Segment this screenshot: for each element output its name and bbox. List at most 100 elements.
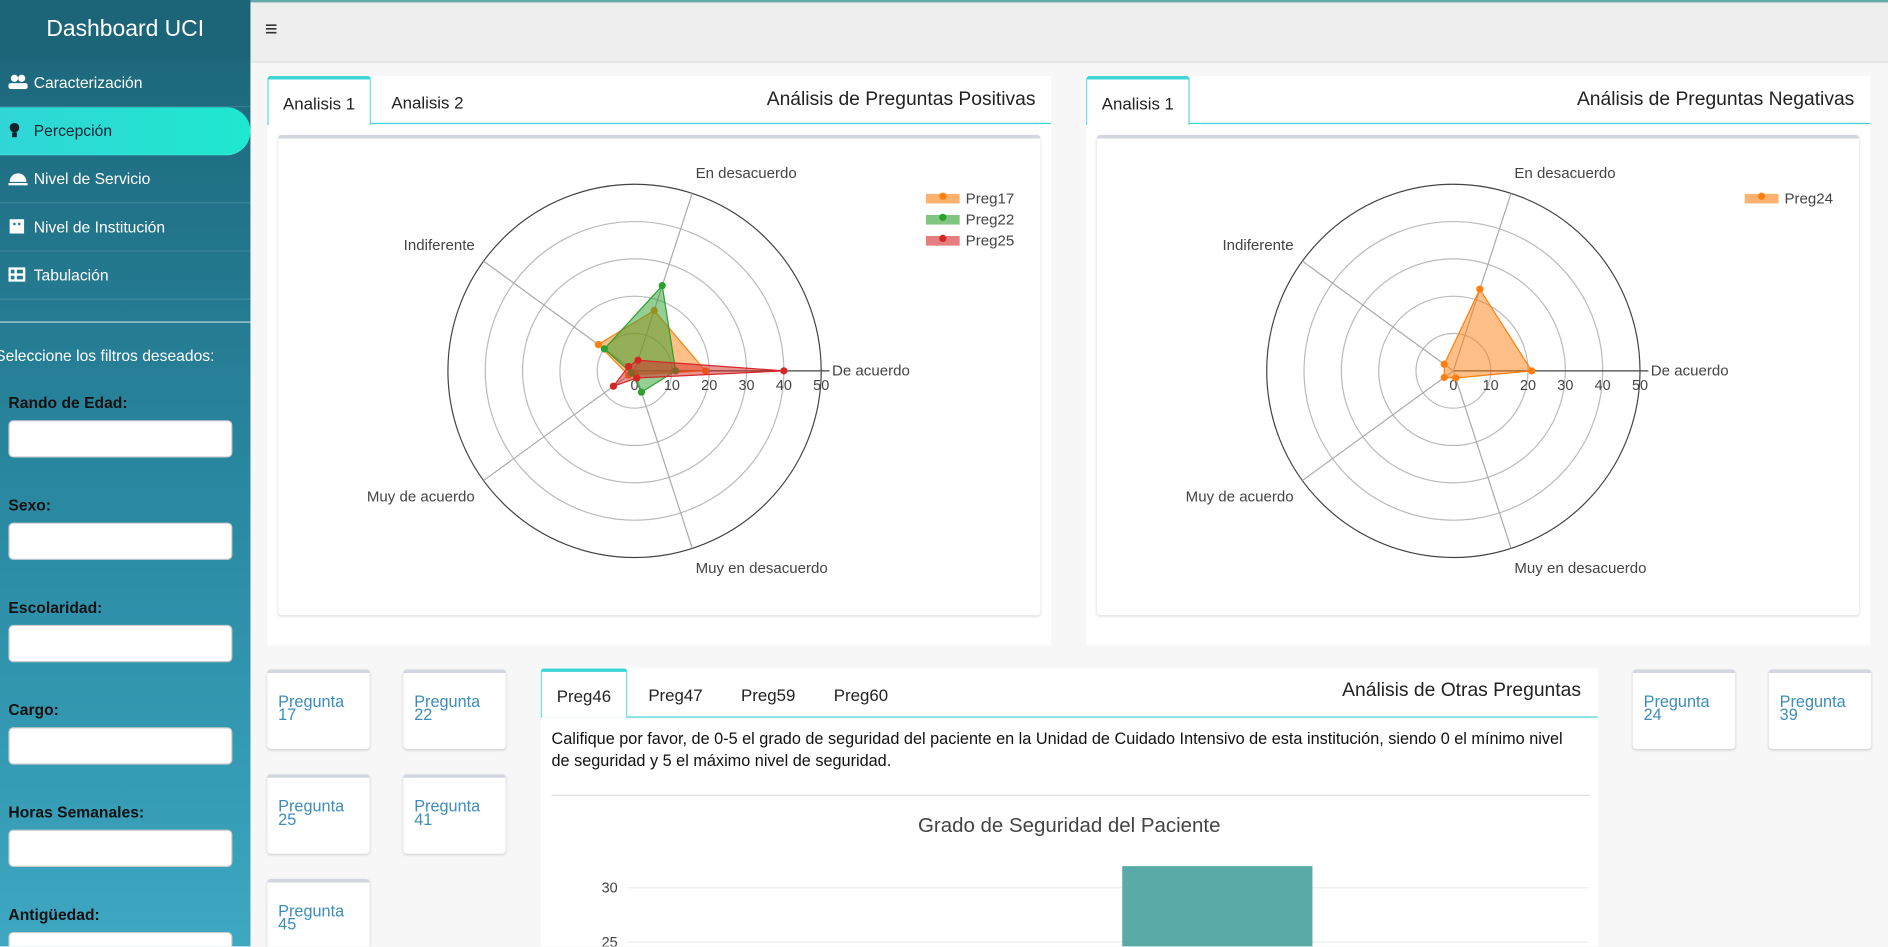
chart-title: Grado de Seguridad del Paciente: [918, 814, 1220, 837]
legend-marker: [939, 234, 947, 243]
data-point: [1476, 285, 1484, 293]
r-tick-label: 10: [664, 378, 680, 394]
r-tick-label: 50: [813, 378, 829, 394]
data-point: [634, 356, 642, 364]
axis-label: En desacuerdo: [696, 165, 797, 182]
tab[interactable]: Preg60: [833, 685, 889, 705]
tab[interactable]: Analisis 2: [391, 92, 464, 112]
tab[interactable]: Preg47: [648, 685, 703, 705]
r-tick-label: 30: [1557, 378, 1573, 394]
r-tick-label: 20: [1520, 378, 1536, 394]
axis-label: Muy en desacuerdo: [1514, 560, 1646, 577]
menu-item[interactable]: Nivel de Institución: [0, 203, 251, 252]
data-point: [1528, 367, 1536, 375]
data-point: [600, 345, 608, 353]
axis-label: De acuerdo: [1651, 363, 1729, 380]
icon: [8, 74, 28, 90]
axis-label: De acuerdo: [832, 363, 910, 380]
r-tick-label: 30: [739, 378, 755, 394]
r-tick-label: 10: [1483, 378, 1499, 394]
axis-label: Muy de acuerdo: [367, 488, 475, 505]
chart-panel: 0 10 20 30 40 50 De acuerdo En desacuerdo Indife…: [278, 134, 1041, 616]
data-point: [1440, 373, 1448, 382]
tab[interactable]: Preg46: [540, 668, 628, 718]
question-card[interactable]: Pregunta 41: [403, 774, 506, 854]
r-tick-label: 20: [701, 378, 717, 394]
filter-input[interactable]: [8, 931, 233, 947]
legend-label: Preg22: [966, 212, 1015, 229]
axis-label: Muy de acuerdo: [1186, 488, 1294, 505]
icon: [8, 267, 26, 282]
icon: [8, 173, 28, 186]
menu-label: Caracterización: [33, 73, 143, 92]
bar-chart: Grado de Seguridad del Paciente 25 30: [602, 814, 1589, 947]
filter-label: Cargo:: [8, 700, 59, 719]
question-text: Califique por favor, de 0-5 el grado de …: [551, 729, 1563, 770]
box-title: Análisis de Otras Preguntas: [1342, 680, 1581, 701]
filter-input[interactable]: [8, 420, 233, 458]
axis-label: Muy en desacuerdo: [696, 560, 828, 577]
brand: Dashboard UCI: [0, 0, 251, 61]
filter-input[interactable]: [8, 829, 233, 867]
separator: [551, 794, 1590, 796]
icon: [9, 219, 25, 234]
y-tick-label: 25: [602, 935, 618, 947]
axis-label: Indiferente: [1222, 237, 1293, 254]
divider: [0, 321, 251, 323]
menu-item[interactable]: Nivel de Servicio: [0, 155, 251, 204]
filters-prompt: Seleccione los filtros deseados:: [0, 346, 215, 365]
axis-line: [633, 370, 693, 549]
menu-label: Tabulación: [33, 266, 109, 285]
r-tick-label: 0: [1449, 378, 1457, 394]
r-tick-label: 0: [631, 378, 639, 394]
question-card[interactable]: Pregunta 45: [267, 878, 370, 947]
question-card[interactable]: Pregunta 17: [267, 669, 370, 749]
data-point: [1440, 360, 1448, 368]
tab-line: [267, 122, 1052, 125]
filter-label: Rando de Edad:: [8, 393, 128, 412]
menu-item[interactable]: Percepción: [0, 107, 251, 156]
question-card[interactable]: Pregunta 24: [1632, 669, 1736, 749]
filter-input[interactable]: [8, 727, 233, 765]
legend-marker: [939, 192, 947, 200]
legend-marker: [939, 213, 947, 221]
data-point: [633, 374, 641, 382]
question-card[interactable]: Pregunta 25: [267, 774, 370, 854]
tab[interactable]: Analisis 1: [267, 75, 371, 126]
data-point: [658, 282, 666, 290]
bar: [1122, 866, 1313, 947]
menu-item[interactable]: Tabulación: [0, 252, 251, 300]
menu-label: Nivel de Institución: [33, 217, 166, 237]
filter-label: Horas Semanales:: [8, 803, 145, 822]
tab[interactable]: Preg59: [741, 685, 796, 705]
tab[interactable]: Analisis 1: [1086, 75, 1190, 126]
filter-input[interactable]: [8, 624, 233, 663]
axis-line: [1452, 370, 1512, 549]
menu-toggle[interactable]: ≡: [264, 16, 278, 41]
box-title: Análisis de Preguntas Negativas: [1576, 89, 1855, 110]
chart-panel: 0 10 20 30 40 50 De acuerdo En desacuerdo Indife…: [1096, 134, 1860, 616]
axis-label: Indiferente: [404, 237, 475, 254]
axis-label: En desacuerdo: [1514, 165, 1615, 182]
tab-box: Preg46 Preg47 Preg59 Preg60 Análisis de …: [540, 668, 1598, 947]
question-card[interactable]: Pregunta 39: [1768, 669, 1872, 749]
filter-label: Escolaridad:: [8, 598, 103, 617]
menu-label: Nivel de Servicio: [33, 169, 151, 188]
tab-line: [1086, 122, 1870, 125]
data-point: [624, 362, 633, 371]
series-area: [1443, 287, 1533, 379]
menu-label: Percepción: [33, 121, 113, 140]
menu-item[interactable]: Caracterización: [0, 59, 251, 108]
question-card[interactable]: Pregunta 22: [403, 669, 506, 749]
data-point: [609, 382, 618, 390]
data-point: [637, 388, 646, 396]
r-tick-label: 40: [1595, 378, 1611, 394]
legend-label: Preg24: [1784, 190, 1833, 207]
filter-label: Sexo:: [8, 496, 52, 515]
axis-line: [1302, 370, 1454, 482]
filter-input[interactable]: [8, 522, 233, 560]
series-area: [611, 359, 784, 388]
data-point: [1452, 374, 1460, 382]
